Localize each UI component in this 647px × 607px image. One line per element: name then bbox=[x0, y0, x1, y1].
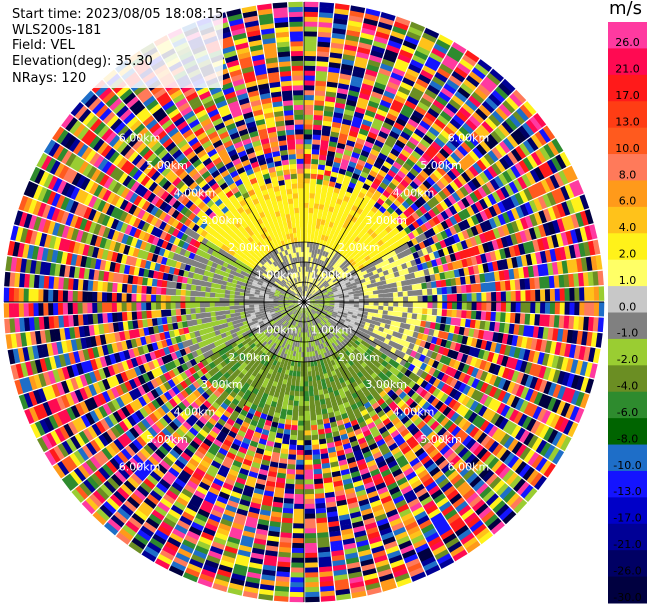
range-ring-label: 4.00km bbox=[393, 186, 435, 199]
info-backdrop bbox=[8, 4, 223, 88]
colorbar-tick-label: 21.0 bbox=[615, 63, 640, 76]
colorbar-swatch bbox=[608, 470, 647, 498]
colorbar-tick-label: -6.0 bbox=[617, 406, 638, 419]
colorbar-tick-label: -21.0 bbox=[613, 538, 641, 551]
range-ring-label: 1.00km bbox=[311, 323, 353, 336]
colorbar-tick-label: -8.0 bbox=[617, 432, 638, 445]
azimuth-spoke bbox=[199, 241, 305, 303]
colorbar-swatch bbox=[608, 338, 647, 366]
start-time-label: Start time: 2023/08/05 18:08:15 bbox=[12, 7, 224, 22]
colorbar-tick-label: -2.0 bbox=[617, 353, 638, 366]
range-ring-label: 2.00km bbox=[338, 241, 380, 254]
field-label: Field: VEL bbox=[12, 38, 75, 53]
range-ring-label: 5.00km bbox=[420, 159, 462, 172]
range-ring-label: 3.00km bbox=[365, 378, 407, 391]
colorbar-swatch bbox=[608, 312, 647, 340]
azimuth-spoke bbox=[199, 301, 305, 363]
colorbar-tick-label: 17.0 bbox=[615, 89, 640, 102]
azimuth-spoke bbox=[303, 241, 409, 303]
colorbar-tick-label: -4.0 bbox=[617, 380, 638, 393]
range-ring-label: 1.00km bbox=[311, 269, 353, 282]
colorbar-swatch bbox=[608, 286, 647, 313]
azimuth-spoke bbox=[303, 301, 409, 363]
range-ring-label: 4.00km bbox=[393, 406, 435, 419]
colorbar-tick-label: 6.0 bbox=[619, 195, 637, 208]
range-ring-label: 5.00km bbox=[146, 433, 188, 446]
range-ring-label: 1.00km bbox=[256, 269, 298, 282]
colorbar-swatch bbox=[608, 576, 647, 604]
site-label: WLS200s-181 bbox=[12, 23, 102, 38]
colorbar-swatch bbox=[608, 22, 647, 49]
range-ring-label: 6.00km bbox=[119, 132, 161, 145]
elevation-label: Elevation(deg): 35.30 bbox=[12, 54, 153, 69]
colorbar-swatch bbox=[608, 259, 647, 287]
colorbar-tick-label: -10.0 bbox=[613, 459, 641, 472]
range-ring-label: 6.00km bbox=[448, 460, 490, 473]
azimuth-spoke bbox=[243, 197, 305, 303]
colorbar-swatch bbox=[608, 74, 647, 102]
range-ring-label: 2.00km bbox=[338, 351, 380, 364]
colorbar-swatch bbox=[608, 550, 647, 578]
range-ring-label: 3.00km bbox=[201, 214, 243, 227]
colorbar-tick-label: -13.0 bbox=[613, 485, 641, 498]
colorbar-tick-label: 26.0 bbox=[615, 36, 640, 49]
colorbar-swatch bbox=[608, 233, 647, 261]
range-ring-label: 5.00km bbox=[146, 159, 188, 172]
colorbar-tick-label: 8.0 bbox=[619, 168, 637, 181]
colorbar-tick-label: 10.0 bbox=[615, 142, 640, 155]
colorbar-tick-label: -1.0 bbox=[617, 327, 638, 340]
range-ring-label: 3.00km bbox=[365, 214, 407, 227]
colorbar-tick-label: 2.0 bbox=[619, 247, 637, 260]
range-ring-label: 2.00km bbox=[228, 241, 270, 254]
colorbar-tick-label: -30.0 bbox=[613, 591, 641, 604]
colorbar-tick-label: 0.0 bbox=[619, 300, 637, 313]
colorbar: 26.0 21.0 17.0 13.0 10.0 8.0 6.0 4.0 2.0 1.0 0.0 -1… bbox=[608, 22, 647, 604]
colorbar-tick-label: -26.0 bbox=[613, 564, 641, 577]
colorbar-swatch bbox=[608, 523, 647, 551]
colorbar-swatch bbox=[608, 180, 647, 208]
colorbar-swatch bbox=[608, 391, 647, 419]
colorbar-unit: m/s bbox=[609, 0, 642, 19]
colorbar-swatch bbox=[608, 154, 647, 181]
range-ring-label: 5.00km bbox=[420, 433, 462, 446]
nrays-label: NRays: 120 bbox=[12, 71, 87, 86]
range-ring-label: 6.00km bbox=[448, 132, 490, 145]
colorbar-swatch bbox=[608, 101, 647, 129]
azimuth-spoke bbox=[303, 301, 365, 407]
range-ring-label: 1.00km bbox=[256, 323, 298, 336]
colorbar-tick-label: 1.0 bbox=[619, 274, 637, 287]
colorbar-tick-label: -17.0 bbox=[613, 512, 641, 525]
range-ring-label: 3.00km bbox=[201, 378, 243, 391]
azimuth-spoke bbox=[303, 197, 365, 303]
colorbar-swatch bbox=[608, 127, 647, 155]
azimuth-spoke bbox=[243, 301, 305, 407]
colorbar-swatch bbox=[608, 48, 647, 76]
range-ring-label: 4.00km bbox=[174, 406, 216, 419]
colorbar-tick-label: 4.0 bbox=[619, 221, 637, 234]
colorbar-swatch bbox=[608, 206, 647, 234]
velocity-gates bbox=[3, 1, 605, 603]
range-ring-label: 4.00km bbox=[174, 186, 216, 199]
colorbar-swatch bbox=[608, 497, 647, 525]
colorbar-tick-label: 13.0 bbox=[615, 115, 640, 128]
range-ring-label: 2.00km bbox=[228, 351, 270, 364]
range-ring-label: 6.00km bbox=[119, 460, 161, 473]
colorbar-swatch bbox=[608, 418, 647, 446]
colorbar-swatch bbox=[608, 365, 647, 393]
colorbar-swatch bbox=[608, 444, 647, 472]
